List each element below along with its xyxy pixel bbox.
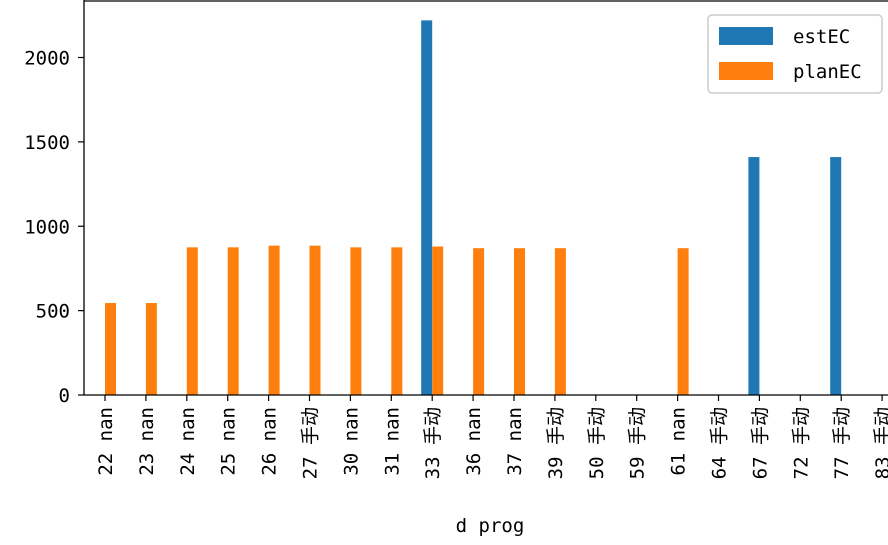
y-tick-label-500: 500: [36, 301, 70, 323]
bar-estEC-18: [830, 157, 842, 395]
y-tick-label-0: 0: [59, 385, 70, 407]
bars-layer: [105, 20, 842, 395]
x-tick-label-15: 64 手动: [709, 407, 731, 479]
x-tick-label-2: 24 nan: [177, 407, 199, 476]
x-tick-label-4: 26 nan: [259, 407, 281, 476]
bar-planEC-6: [350, 247, 362, 395]
y-tick-label-1000: 1000: [24, 216, 70, 238]
bar-planEC-1: [145, 303, 157, 395]
bar-planEC-5: [309, 245, 321, 395]
bar-planEC-2: [186, 247, 198, 395]
legend: estEC planEC: [707, 14, 883, 94]
legend-swatch-estEC: [719, 27, 773, 45]
bar-estEC-8: [421, 20, 433, 395]
x-tick-label-13: 59 手动: [627, 407, 649, 479]
legend-swatch-planEC: [719, 62, 773, 80]
x-tick-label-6: 30 nan: [340, 407, 362, 476]
y-tick-label-1500: 1500: [24, 132, 70, 154]
bar-planEC-11: [554, 248, 566, 395]
bar-estEC-16: [748, 157, 760, 395]
x-tick-label-10: 37 nan: [504, 407, 526, 476]
y-tick-label-2000: 2000: [24, 48, 70, 70]
x-tick-label-8: 33 手动: [422, 407, 444, 479]
x-tick-label-17: 72 手动: [790, 407, 812, 479]
legend-label-planEC: planEC: [793, 61, 862, 83]
bar-planEC-14: [677, 248, 689, 395]
x-tick-label-0: 22 nan: [95, 407, 117, 476]
bar-planEC-10: [514, 248, 525, 395]
bar-planEC-0: [105, 303, 116, 395]
bar-planEC-3: [227, 247, 239, 395]
x-tick-label-19: 83 手动: [872, 407, 888, 479]
x-axis-title: d prog: [456, 515, 525, 537]
x-tick-label-18: 77 手动: [831, 407, 853, 479]
x-tick-label-5: 27 手动: [300, 407, 322, 479]
x-tick-label-9: 36 nan: [463, 407, 485, 476]
bar-planEC-8: [432, 246, 444, 395]
axes-layer: 0 500 1000 1500 2000 22 nan 23 nan 24 nan 25 nan…: [24, 0, 888, 479]
x-tick-label-14: 61 nan: [668, 407, 690, 476]
bar-planEC-7: [391, 247, 403, 395]
x-tick-label-11: 39 手动: [545, 407, 567, 479]
x-tick-label-1: 23 nan: [136, 407, 158, 476]
x-tick-label-3: 25 nan: [218, 407, 240, 476]
bar-planEC-9: [473, 248, 485, 395]
x-tick-label-7: 31 nan: [381, 407, 403, 476]
bar-planEC-4: [268, 245, 280, 395]
x-tick-label-16: 67 手动: [749, 407, 771, 479]
legend-label-estEC: estEC: [793, 26, 850, 48]
x-tick-label-12: 50 手动: [586, 407, 608, 479]
